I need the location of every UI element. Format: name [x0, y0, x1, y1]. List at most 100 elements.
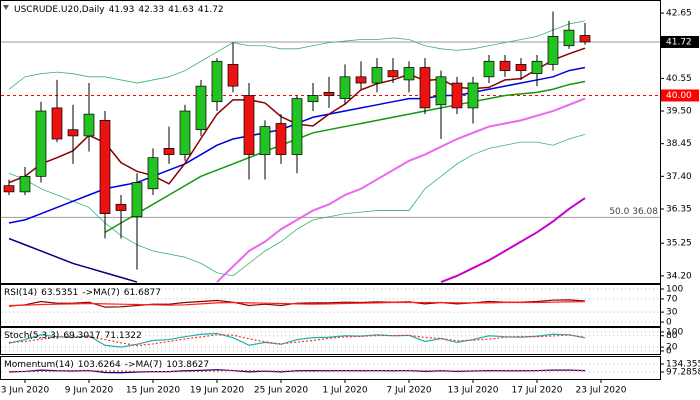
indicator-name: Stoch(5,3,3)	[4, 331, 59, 341]
y-tick-label: 36.35	[666, 204, 692, 214]
candle-body	[435, 76, 447, 106]
y-tick-label: 37.40	[666, 172, 692, 182]
candle-body	[371, 67, 383, 84]
panel-frame	[0, 284, 661, 327]
candle-body	[51, 107, 63, 140]
y-tick-label: 34.20	[666, 271, 692, 281]
indicator-name: RSI(14)	[4, 288, 37, 298]
x-tick-label: 23 Jul 2020	[576, 386, 627, 396]
panel-frame	[0, 327, 661, 355]
ohlc-value: 41.63	[168, 5, 194, 15]
expand-icon	[3, 5, 9, 10]
level-label: 50.0 36.08	[609, 207, 658, 217]
indicator-line	[9, 369, 586, 373]
chart-header: USCRUDE.U20,Daily 41.93 42.33 41.63 41.72	[14, 5, 224, 15]
candle-body	[115, 203, 127, 211]
chart-title: USCRUDE.U20,Daily	[14, 5, 105, 15]
candle-body	[99, 120, 111, 214]
candle-body	[483, 60, 495, 78]
indicator-value: 69.3017	[63, 331, 100, 341]
indicator-line	[8, 334, 586, 347]
y-tick-label: 100	[666, 284, 683, 294]
candle-body	[307, 95, 319, 103]
x-tick-label: 17 Jul 2020	[512, 386, 563, 396]
candle-body	[243, 95, 255, 155]
candle-body	[227, 64, 239, 87]
candle-body	[35, 110, 47, 177]
candle-body	[419, 67, 431, 109]
candle-body	[3, 185, 15, 193]
y-tick-label: 42.65	[666, 9, 692, 19]
x-tick-label: 13 Jul 2020	[448, 386, 499, 396]
y-tick-label: 97.2858	[666, 368, 700, 378]
indicator-name: ->MA(7)	[125, 360, 162, 370]
candle-body	[355, 76, 367, 84]
moving-average	[216, 97, 586, 283]
indicator-line	[8, 332, 586, 348]
x-tick-label: 1 Jul 2020	[322, 386, 367, 396]
candle-body	[387, 70, 399, 78]
moving-average	[8, 20, 586, 90]
candle-body	[403, 67, 415, 81]
candle-body	[291, 98, 303, 155]
candle-body	[211, 60, 223, 103]
y-tick-label: 134.3558	[666, 360, 700, 370]
candle-body	[563, 29, 575, 47]
indicator-value: 103.6264	[78, 360, 121, 370]
y-tick-label: 39.50	[666, 107, 692, 117]
candle-body	[19, 175, 31, 193]
candle-body	[339, 76, 351, 99]
candle-body	[499, 60, 511, 71]
candle-body	[179, 110, 191, 155]
candle-body	[547, 36, 559, 65]
candle-body	[259, 126, 271, 155]
y-tick-label: 0	[666, 346, 672, 356]
y-tick-label: 35.25	[666, 239, 692, 249]
y-tick-label: 70	[666, 294, 678, 304]
x-tick-label: 3 Jun 2020	[1, 386, 50, 396]
candle-body	[163, 147, 175, 155]
last-price-label: 41.72	[666, 37, 692, 47]
x-tick-label: 7 Jul 2020	[386, 386, 431, 396]
x-tick-label: 19 Jun 2020	[190, 386, 244, 396]
x-tick-label: 9 Jun 2020	[65, 386, 114, 396]
indicator-value: 103.8627	[166, 360, 209, 370]
indicator-header: RSI(14) 63.5351 ->MA(7) 61.6877	[4, 288, 161, 298]
candle-body	[131, 182, 143, 218]
candle-body	[195, 85, 207, 131]
ohlc-value: 42.33	[138, 5, 164, 15]
y-tick-label: 100	[666, 327, 683, 337]
indicator-value: 61.6877	[124, 288, 161, 298]
indicator-header: Momentum(14) 103.6264 ->MA(7) 103.8627	[4, 360, 209, 370]
indicator-name: Momentum(14)	[4, 360, 74, 370]
moving-average	[104, 80, 586, 233]
candle-body	[275, 123, 287, 155]
y-tick-label: 30	[666, 308, 678, 318]
indicator-value: 63.5351	[41, 288, 78, 298]
candle-body	[531, 60, 543, 75]
candle-body	[83, 113, 95, 137]
y-tick-label: 80	[666, 331, 678, 341]
candle-body	[467, 82, 479, 109]
candle-body	[579, 35, 591, 43]
panel-frame	[0, 0, 661, 284]
candle-body	[147, 157, 159, 190]
ohlc-value: 41.93	[109, 5, 135, 15]
indicator-value: 71.1322	[105, 331, 142, 341]
indicator-name: ->MA(7)	[82, 288, 119, 298]
level-box	[661, 89, 699, 102]
last-price-box	[661, 35, 699, 48]
indicator-line	[8, 299, 586, 308]
indicator-line	[8, 301, 586, 307]
ohlc-value: 41.72	[198, 5, 224, 15]
level-label: 40.00	[666, 91, 692, 101]
candle-body	[67, 129, 79, 137]
moving-average	[8, 237, 138, 283]
y-tick-label: 0	[666, 318, 672, 328]
candle-body	[515, 64, 527, 71]
x-tick-label: 25 Jun 2020	[254, 386, 308, 396]
candle-body	[323, 92, 335, 96]
panel-frame	[0, 356, 661, 380]
moving-average	[440, 197, 586, 283]
